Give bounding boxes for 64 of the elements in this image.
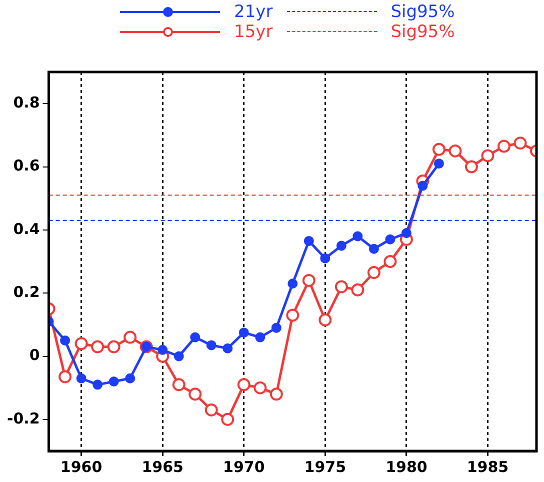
point [351,283,364,296]
y-tick-label: 0.4 [13,220,40,238]
point [255,332,266,342]
point [432,142,446,156]
point [336,240,346,251]
point [58,370,72,384]
x-tick-label: 1970 [223,458,265,476]
point [91,340,104,354]
x-tick-label: 1975 [304,458,346,476]
point [124,330,137,344]
x-tick-label: 1985 [466,458,509,476]
point [368,244,379,254]
point [237,378,250,392]
point [190,332,200,342]
point [320,253,330,264]
point [385,234,396,244]
text: 15yr [234,22,273,42]
point [401,228,412,238]
point [434,158,444,169]
point [107,340,120,354]
ref-line-label: Sig95% [390,22,455,42]
y-tick-label: 0 [29,346,40,364]
point [448,144,462,158]
point [125,373,136,384]
point [222,343,233,354]
point [172,378,186,392]
x-tick-label: 1960 [60,458,102,476]
point [188,388,202,401]
point [481,149,494,162]
point [92,380,103,390]
y-tick-label: -0.2 [6,409,40,428]
point [352,231,363,242]
point [286,308,300,322]
y-tick-label: 0.8 [13,93,40,112]
point [304,236,314,246]
x-tick-label: 1965 [142,458,184,476]
point [221,412,234,426]
point [514,136,527,150]
y-tick-label: 0.6 [13,156,40,175]
point [288,278,298,289]
point [270,388,283,401]
point [238,328,249,338]
text: 21yr [234,2,273,22]
y-tick-label: 0.2 [13,282,40,301]
point [204,403,218,416]
point [384,255,397,268]
point [497,140,510,153]
ref-line-label: Sig95% [390,2,455,22]
point [76,373,86,384]
point [302,274,316,287]
point [271,322,282,333]
point [206,340,216,350]
point [74,337,88,350]
point [367,266,380,280]
point [418,180,428,191]
point [158,344,168,355]
x-tick-label: 1980 [386,458,428,476]
point [254,381,267,394]
point [60,335,70,346]
point [108,376,119,387]
point [334,280,348,294]
point [174,351,184,362]
point [318,313,332,326]
point [464,160,478,174]
